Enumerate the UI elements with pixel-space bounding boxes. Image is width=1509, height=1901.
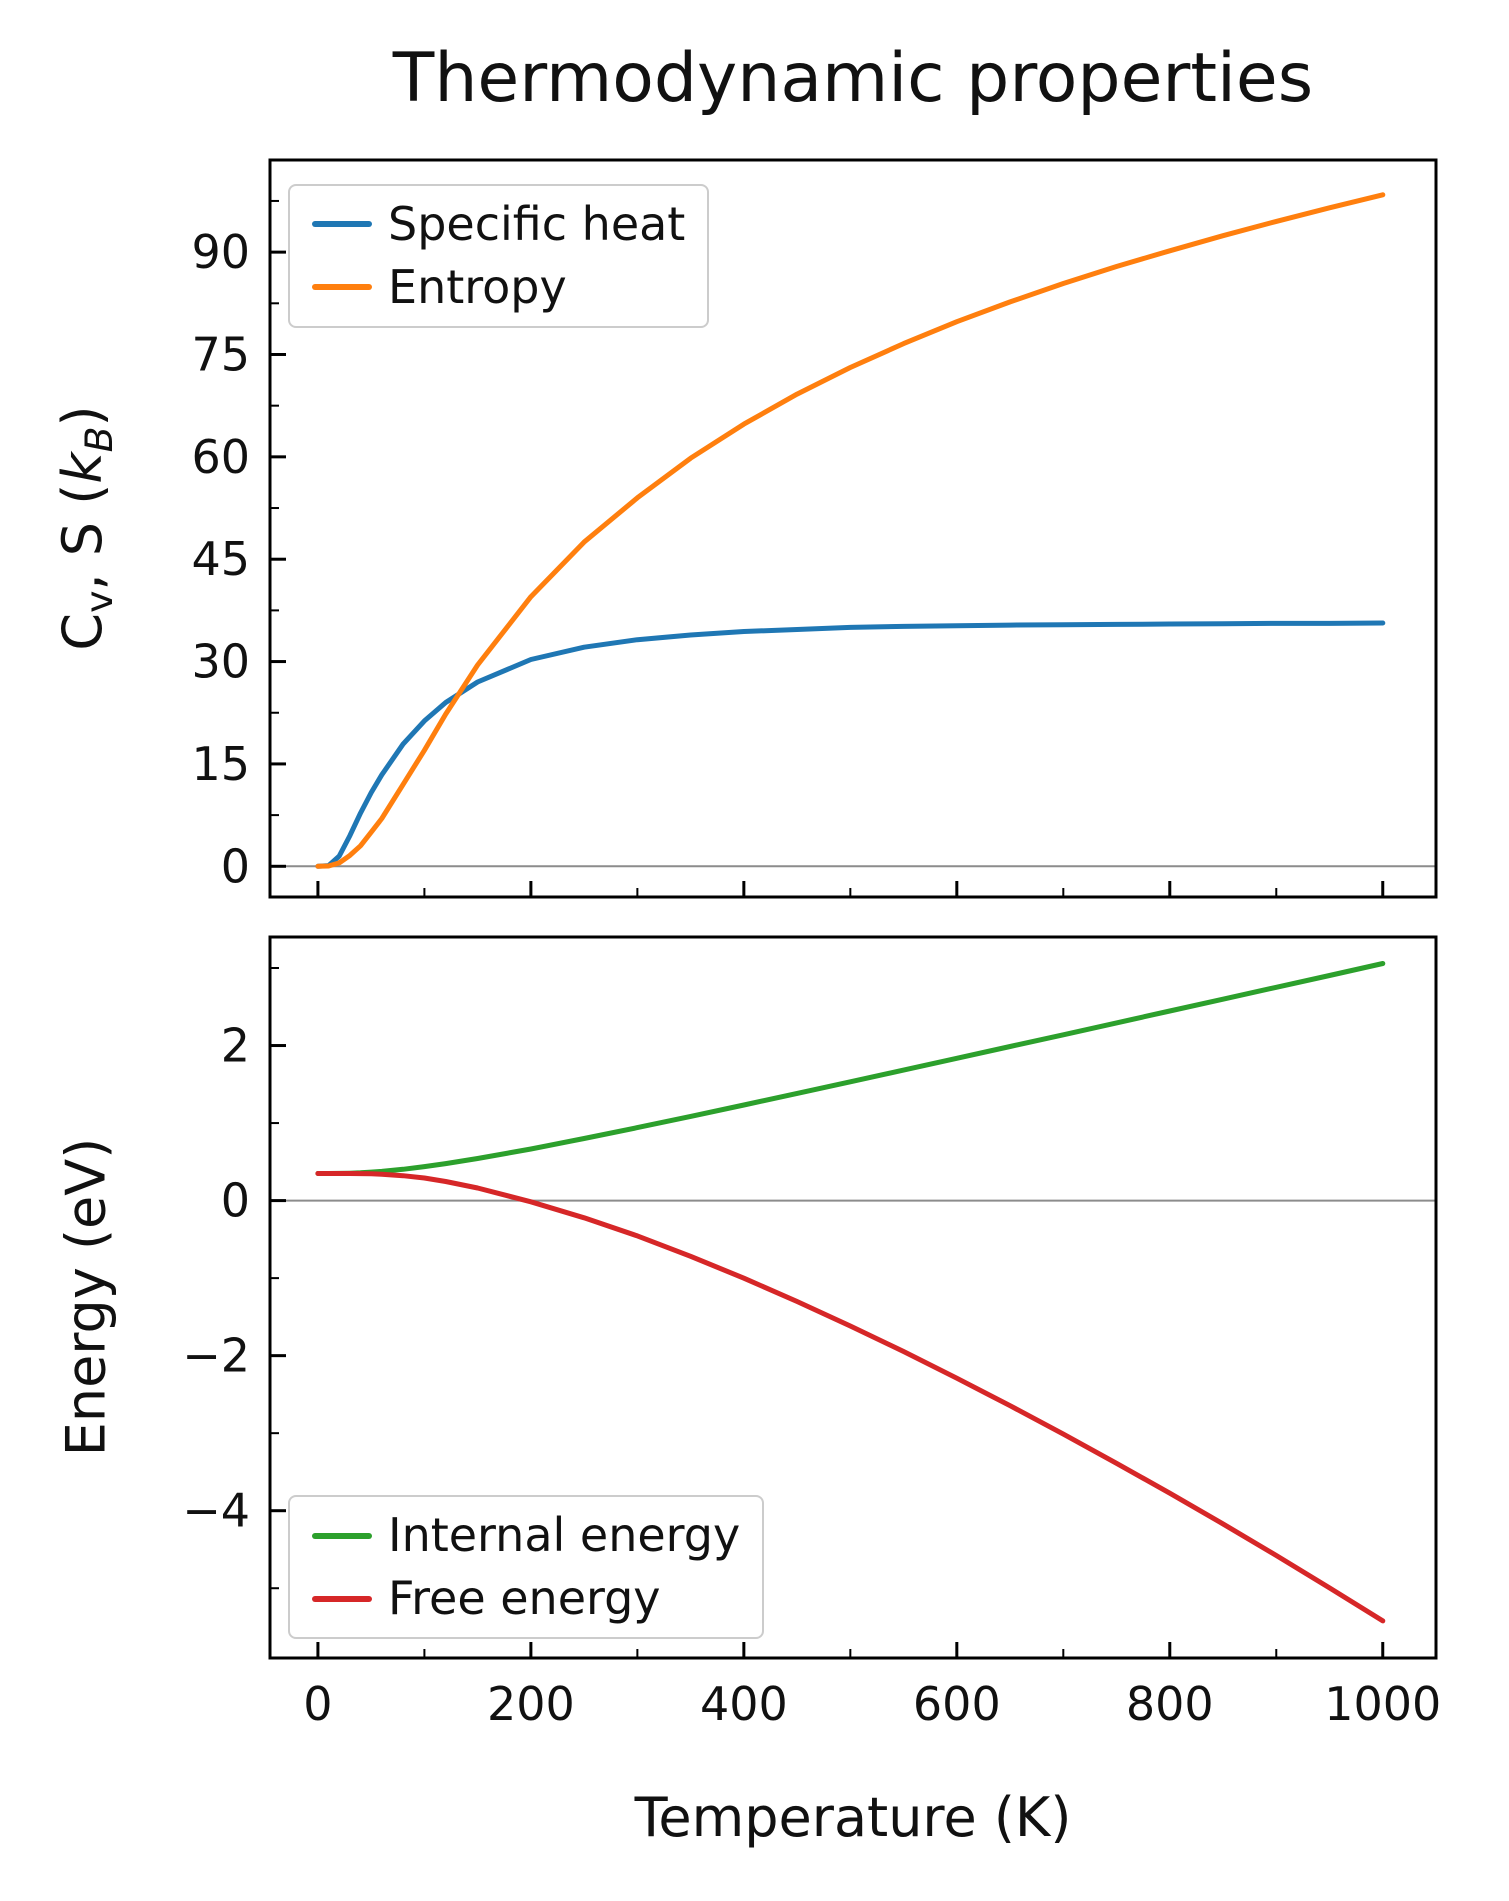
legend-entry-specific-heat: Specific heat	[312, 198, 685, 251]
y-tick-label: 15	[191, 737, 250, 791]
y-tick-label: 60	[191, 430, 250, 484]
legend-entry-free-energy: Free energy	[312, 1572, 740, 1625]
y-tick-label: 90	[191, 225, 250, 279]
x-tick-label: 800	[1126, 1677, 1214, 1731]
legend-entry-entropy: Entropy	[312, 259, 685, 314]
legend-entry-internal-energy: Internal energy	[312, 1509, 740, 1562]
axes-frame	[268, 158, 1438, 899]
y-tick-label: 45	[191, 532, 250, 586]
legend-top: Specific heat Entropy	[288, 184, 710, 328]
legend-line-swatch	[312, 221, 372, 228]
y-tick-label: 0	[221, 839, 250, 893]
legend-line-swatch	[312, 1532, 372, 1539]
free-energy-line	[315, 1171, 1386, 1624]
chart-title: Thermodynamic properties	[392, 39, 1314, 118]
legend-label: Entropy	[388, 259, 567, 314]
legend-line-swatch	[312, 284, 372, 291]
y-tick-label: −4	[182, 1484, 250, 1538]
x-tick-label: 400	[700, 1677, 788, 1731]
entropy-line	[315, 192, 1386, 869]
x-tick-label: 600	[913, 1677, 1001, 1731]
y-tick-label: 75	[191, 327, 250, 381]
y-tick-label: 2	[221, 1019, 250, 1073]
x-tick-label: 1000	[1324, 1677, 1441, 1731]
y-tick-label: 30	[191, 635, 250, 689]
legend-bottom: Internal energy Free energy	[288, 1495, 765, 1639]
axes-frame	[268, 935, 1438, 1660]
legend-label: Free energy	[388, 1571, 661, 1626]
internal-energy-line	[315, 961, 1386, 1176]
legend-label: Internal energy	[388, 1508, 741, 1563]
y-tick-label: −2	[182, 1329, 250, 1383]
x-axis-label: Temperature (K)	[634, 1786, 1072, 1849]
specific-heat-line	[315, 620, 1386, 869]
x-tick-label: 0	[303, 1677, 332, 1731]
bottom-subplot: 0 200 400 600 800 1000 −4 −2 0 2	[182, 935, 1441, 1731]
legend-line-swatch	[312, 1595, 372, 1602]
x-tick-label: 200	[487, 1677, 575, 1731]
legend-label: Specific heat	[388, 197, 686, 251]
top-subplot: 0 15 30 45 60 75 90	[191, 158, 1438, 899]
y-tick-label: 0	[221, 1174, 250, 1228]
